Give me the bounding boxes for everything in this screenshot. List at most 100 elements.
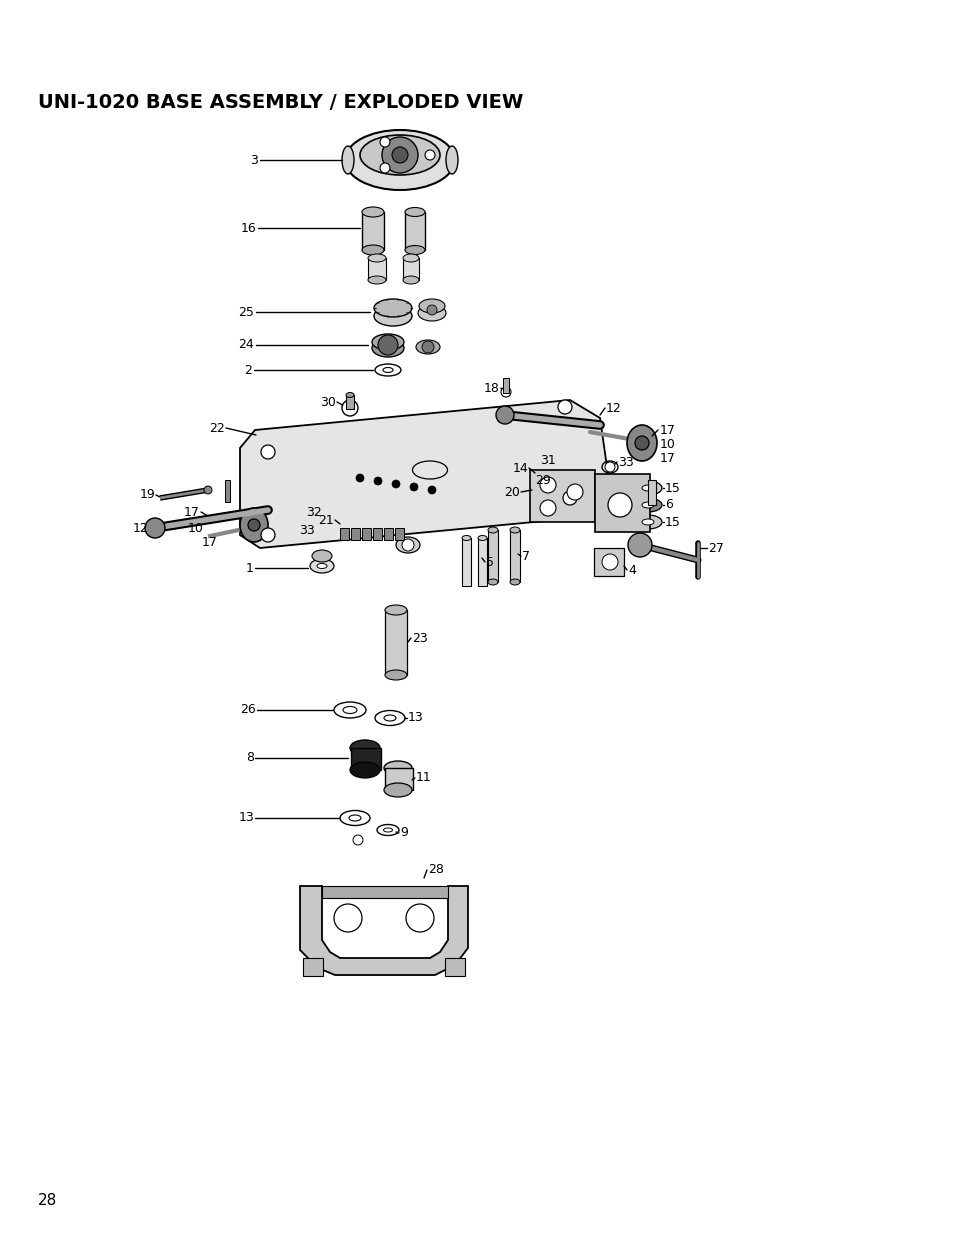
Circle shape — [145, 517, 165, 538]
Text: 21: 21 — [318, 514, 334, 526]
Circle shape — [496, 406, 514, 424]
Ellipse shape — [350, 762, 379, 778]
Bar — [346, 395, 354, 409]
Ellipse shape — [339, 810, 370, 825]
Circle shape — [607, 493, 631, 517]
Ellipse shape — [416, 340, 439, 354]
Ellipse shape — [488, 527, 497, 534]
Text: 6: 6 — [664, 499, 672, 511]
Bar — [351, 748, 380, 769]
Bar — [361, 529, 371, 540]
Circle shape — [261, 445, 274, 459]
Bar — [594, 548, 623, 576]
Text: 13: 13 — [408, 711, 423, 725]
Text: 12: 12 — [132, 521, 148, 535]
Bar — [368, 258, 386, 280]
Ellipse shape — [634, 498, 661, 513]
Bar — [373, 529, 381, 540]
Ellipse shape — [368, 254, 386, 262]
Ellipse shape — [510, 527, 519, 534]
Bar — [510, 530, 519, 582]
Text: 12: 12 — [605, 401, 621, 415]
Text: 14: 14 — [512, 462, 527, 474]
Text: 19: 19 — [139, 489, 154, 501]
Circle shape — [604, 462, 615, 472]
Ellipse shape — [382, 368, 393, 373]
Circle shape — [601, 555, 618, 571]
Text: 13: 13 — [238, 811, 253, 825]
Text: 23: 23 — [412, 631, 427, 645]
Text: 24: 24 — [238, 338, 253, 352]
Bar — [361, 212, 384, 249]
Ellipse shape — [634, 515, 661, 529]
Ellipse shape — [248, 519, 260, 531]
Text: 9: 9 — [399, 826, 408, 840]
Bar — [395, 529, 403, 540]
Circle shape — [421, 341, 434, 353]
Ellipse shape — [368, 275, 386, 284]
Circle shape — [562, 492, 577, 505]
Bar — [351, 529, 359, 540]
Bar — [477, 538, 486, 585]
Circle shape — [428, 487, 436, 494]
Bar — [384, 529, 393, 540]
Circle shape — [341, 400, 357, 416]
Text: 17: 17 — [184, 505, 200, 519]
Circle shape — [334, 904, 361, 932]
Text: 27: 27 — [707, 541, 723, 555]
Circle shape — [204, 487, 212, 494]
Text: 17: 17 — [202, 536, 218, 548]
Bar — [322, 885, 448, 898]
Circle shape — [539, 477, 556, 493]
Bar — [595, 474, 649, 532]
Bar — [461, 538, 471, 585]
Circle shape — [353, 835, 363, 845]
Polygon shape — [299, 885, 468, 974]
Bar — [444, 958, 464, 976]
Circle shape — [627, 534, 651, 557]
Ellipse shape — [312, 550, 332, 562]
Circle shape — [539, 500, 556, 516]
Ellipse shape — [385, 605, 407, 615]
Ellipse shape — [488, 579, 497, 585]
Bar — [339, 529, 349, 540]
Ellipse shape — [375, 710, 405, 725]
Ellipse shape — [418, 299, 444, 312]
Circle shape — [500, 387, 511, 396]
Text: 1: 1 — [246, 562, 253, 574]
Text: 33: 33 — [618, 456, 633, 468]
Text: 17: 17 — [659, 452, 675, 464]
Ellipse shape — [334, 701, 366, 718]
Text: 28: 28 — [428, 863, 443, 877]
Ellipse shape — [375, 364, 400, 375]
Ellipse shape — [634, 480, 661, 495]
Circle shape — [355, 474, 364, 482]
Circle shape — [392, 480, 399, 488]
Text: 33: 33 — [299, 524, 314, 536]
Text: UNI-1020 BASE ASSEMBLY / EXPLODED VIEW: UNI-1020 BASE ASSEMBLY / EXPLODED VIEW — [38, 93, 523, 112]
Bar — [488, 530, 497, 582]
Text: 18: 18 — [483, 382, 499, 394]
Circle shape — [377, 335, 397, 354]
Circle shape — [379, 137, 390, 147]
Circle shape — [261, 529, 274, 542]
Text: 2: 2 — [244, 363, 252, 377]
Ellipse shape — [477, 536, 486, 541]
Text: 15: 15 — [664, 482, 680, 494]
Ellipse shape — [417, 305, 446, 321]
Text: 17: 17 — [659, 424, 675, 436]
Ellipse shape — [384, 783, 412, 797]
Ellipse shape — [510, 579, 519, 585]
Ellipse shape — [446, 146, 457, 174]
Circle shape — [401, 538, 414, 551]
Ellipse shape — [384, 761, 412, 776]
Circle shape — [558, 400, 572, 414]
Bar — [303, 958, 323, 976]
Text: 8: 8 — [246, 752, 253, 764]
Text: 29: 29 — [535, 473, 550, 487]
Text: 4: 4 — [627, 563, 636, 577]
Ellipse shape — [316, 563, 327, 568]
Bar — [385, 768, 413, 790]
Ellipse shape — [384, 715, 395, 721]
Text: 7: 7 — [521, 550, 530, 562]
